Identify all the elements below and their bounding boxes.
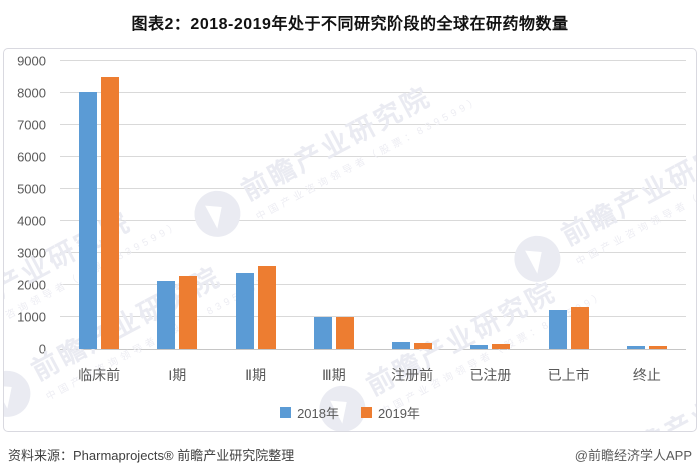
legend-swatch-icon bbox=[280, 407, 292, 418]
x-axis-label: 已上市 bbox=[547, 367, 590, 383]
bar-2018年-I期 bbox=[157, 280, 176, 349]
bar-2018年-Ⅱ期 bbox=[235, 273, 254, 349]
gridline bbox=[60, 92, 686, 93]
x-axis-label: 注册前 bbox=[391, 367, 434, 383]
x-axis-label: 终止 bbox=[632, 367, 661, 383]
y-tick-label: 5000 bbox=[17, 181, 46, 197]
bar-group bbox=[373, 61, 451, 349]
x-axis-label: I期 bbox=[168, 367, 187, 383]
x-axis-line bbox=[60, 349, 686, 350]
bar-2019年-Ⅲ期 bbox=[335, 316, 354, 349]
y-tick-label: 6000 bbox=[17, 149, 46, 165]
x-axis-labels: 临床前 I期 Ⅱ期 Ⅲ期 注册前 已注册 已上市 终止 bbox=[60, 365, 686, 385]
bar-2018年-终止 bbox=[626, 345, 645, 349]
bar-2019年-已上市 bbox=[570, 307, 589, 349]
y-tick-label: 8000 bbox=[17, 85, 46, 101]
gridline bbox=[60, 124, 686, 125]
legend-swatch-icon bbox=[361, 407, 372, 418]
y-tick-label: 2000 bbox=[17, 277, 46, 293]
bar-group bbox=[608, 61, 686, 349]
gridline bbox=[60, 316, 686, 317]
gridline bbox=[60, 60, 686, 61]
bar-group bbox=[60, 61, 138, 349]
bar-2019年-Ⅱ期 bbox=[257, 266, 276, 349]
gridline bbox=[60, 188, 686, 189]
y-tick-label: 3000 bbox=[17, 245, 46, 261]
bars-row bbox=[60, 61, 686, 349]
x-axis-label: 临床前 bbox=[78, 367, 121, 383]
y-tick-label: 9000 bbox=[17, 53, 46, 69]
x-axis-label: 已注册 bbox=[469, 367, 512, 383]
legend: 2018年 2019年 bbox=[4, 403, 696, 422]
footer: 资料来源：Pharmaprojects® 前瞻产业研究院整理 @前瞻经济学人AP… bbox=[0, 445, 700, 464]
gridline bbox=[60, 284, 686, 285]
y-axis: 0 1000 2000 3000 4000 5000 6000 7000 8000 9000 bbox=[4, 54, 52, 357]
bar-2018年-注册前 bbox=[392, 342, 411, 349]
source-note: 资料来源：Pharmaprojects® 前瞻产业研究院整理 bbox=[8, 448, 295, 463]
chart-frame: 前瞻产业研究院中国产业咨询领导者（股票：839599）前瞻产业研究院中国产业咨询… bbox=[3, 48, 697, 432]
bar-2019年-已注册 bbox=[492, 343, 511, 349]
bar-group bbox=[138, 61, 216, 349]
legend-item: 2018年 bbox=[280, 403, 339, 422]
bar-2019年-注册前 bbox=[414, 342, 433, 349]
legend-label: 2019年 bbox=[378, 406, 420, 421]
bar-group bbox=[451, 61, 529, 349]
y-tick-label: 7000 bbox=[17, 117, 46, 133]
y-tick-label: 1000 bbox=[17, 309, 46, 325]
gridline bbox=[60, 220, 686, 221]
x-axis-label: Ⅲ期 bbox=[322, 367, 346, 383]
chart-title: 图表2：2018-2019年处于不同研究阶段的全球在研药物数量 bbox=[131, 16, 569, 33]
bar-2018年-已上市 bbox=[548, 309, 567, 349]
bar-2018年-Ⅲ期 bbox=[313, 317, 332, 349]
bar-2019年-终止 bbox=[648, 346, 667, 349]
bar-group bbox=[530, 61, 608, 349]
y-tick-label: 4000 bbox=[17, 213, 46, 229]
gridline bbox=[60, 252, 686, 253]
bar-group bbox=[295, 61, 373, 349]
bar-2018年-临床前 bbox=[79, 91, 98, 349]
bar-group bbox=[217, 61, 295, 349]
credit-note: @前瞻经济学人APP bbox=[574, 448, 692, 463]
bar-2019年-临床前 bbox=[101, 77, 120, 349]
y-tick-label: 0 bbox=[38, 341, 46, 357]
x-axis-label: Ⅱ期 bbox=[245, 367, 267, 383]
legend-item: 2019年 bbox=[361, 403, 420, 422]
plot-area bbox=[60, 60, 686, 350]
bar-2018年-已注册 bbox=[470, 344, 489, 349]
gridline bbox=[60, 156, 686, 157]
legend-label: 2018年 bbox=[297, 406, 339, 421]
bar-2019年-I期 bbox=[179, 275, 198, 349]
